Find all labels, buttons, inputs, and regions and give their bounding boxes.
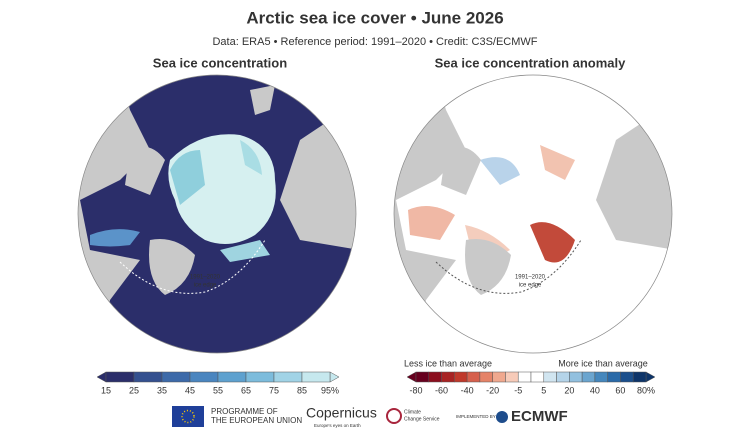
colorbar-tick: 85 xyxy=(297,385,307,395)
colorbar-bin xyxy=(217,371,247,383)
copernicus-tagline: Europe's eyes on Earth xyxy=(314,423,361,428)
colorbar-bin xyxy=(492,371,506,383)
colorbar-bin xyxy=(517,371,532,383)
colorbar-end xyxy=(645,371,656,383)
colorbar-tick: 60 xyxy=(615,385,625,395)
eu-text: THE EUROPEAN UNION xyxy=(211,416,302,425)
annotation: 1991–2020 xyxy=(515,275,546,281)
implemented-by: IMPLEMENTED BY xyxy=(456,414,496,419)
colorbar-bin xyxy=(581,371,596,383)
colorbar-tick: 55 xyxy=(213,385,223,395)
colorbar-bin xyxy=(454,371,468,383)
title: Arctic sea ice cover • June 2026 xyxy=(246,8,503,27)
colorbar-tick: 25 xyxy=(129,385,139,395)
colorbar-tick: 75 xyxy=(269,385,279,395)
colorbar-bin xyxy=(189,371,219,383)
colorbar-bin xyxy=(530,371,545,383)
colorbar-bin xyxy=(415,371,430,383)
colorbar-bin xyxy=(607,371,621,383)
colorbar-bin xyxy=(428,371,442,383)
colorbar-bin xyxy=(441,371,455,383)
colorbar-tick: 65 xyxy=(241,385,251,395)
colorbar-bin xyxy=(133,371,163,383)
colorbar-bin xyxy=(543,371,557,383)
colorbar-tick: 95% xyxy=(321,385,339,395)
subtitle: Data: ERA5 • Reference period: 1991–2020… xyxy=(212,36,537,48)
colorbar-bin xyxy=(161,371,191,383)
colorbar-bin xyxy=(620,371,634,383)
panel-title: Sea ice concentration xyxy=(153,55,287,70)
colorbar-tick: -5 xyxy=(514,385,522,395)
colorbar-bin xyxy=(466,371,481,383)
colorbar-tick: -60 xyxy=(435,385,448,395)
colorbar-bin xyxy=(105,371,135,383)
eu-text: PROGRAMME OF xyxy=(211,407,278,416)
colorbar-tick: -40 xyxy=(461,385,474,395)
c3s-text: Change Service xyxy=(404,416,440,422)
colorbar-label: Less ice than average xyxy=(404,358,492,368)
colorbar-tick: 5 xyxy=(541,385,546,395)
panel-title: Sea ice concentration anomaly xyxy=(435,55,627,70)
concentration-map xyxy=(78,75,356,353)
colorbar-bin xyxy=(556,371,570,383)
ecmwf-logo: ECMWF xyxy=(511,408,568,425)
colorbar-tick: 40 xyxy=(590,385,600,395)
colorbar-bin xyxy=(632,371,647,383)
colorbar-label: More ice than average xyxy=(558,358,648,368)
colorbar-end xyxy=(406,371,417,383)
eu-flag xyxy=(172,406,204,427)
c3s-text: Climate xyxy=(404,409,421,415)
colorbar-bin xyxy=(505,371,519,383)
colorbar-bin xyxy=(479,371,493,383)
colorbar-tick: 15 xyxy=(101,385,111,395)
annotation: 1991–2020 xyxy=(190,275,221,281)
colorbar-tick: 35 xyxy=(157,385,167,395)
colorbar-bin xyxy=(594,371,608,383)
colorbar-tick: -20 xyxy=(486,385,499,395)
colorbar-bin xyxy=(273,371,303,383)
colorbar-tick: 45 xyxy=(185,385,195,395)
colorbar-tick: 80% xyxy=(637,385,655,395)
anomaly-map xyxy=(394,75,672,353)
annotation: ice edge xyxy=(194,283,217,289)
colorbar-bin xyxy=(301,371,331,383)
colorbar-bin xyxy=(569,371,583,383)
colorbar-bin xyxy=(245,371,275,383)
copernicus-logo: Copernicus xyxy=(306,405,377,421)
colorbar-end xyxy=(329,371,340,383)
colorbar-tick: 20 xyxy=(564,385,574,395)
colorbar-tick: -80 xyxy=(409,385,422,395)
colorbar-end xyxy=(96,371,107,383)
annotation: ice edge xyxy=(519,283,542,289)
